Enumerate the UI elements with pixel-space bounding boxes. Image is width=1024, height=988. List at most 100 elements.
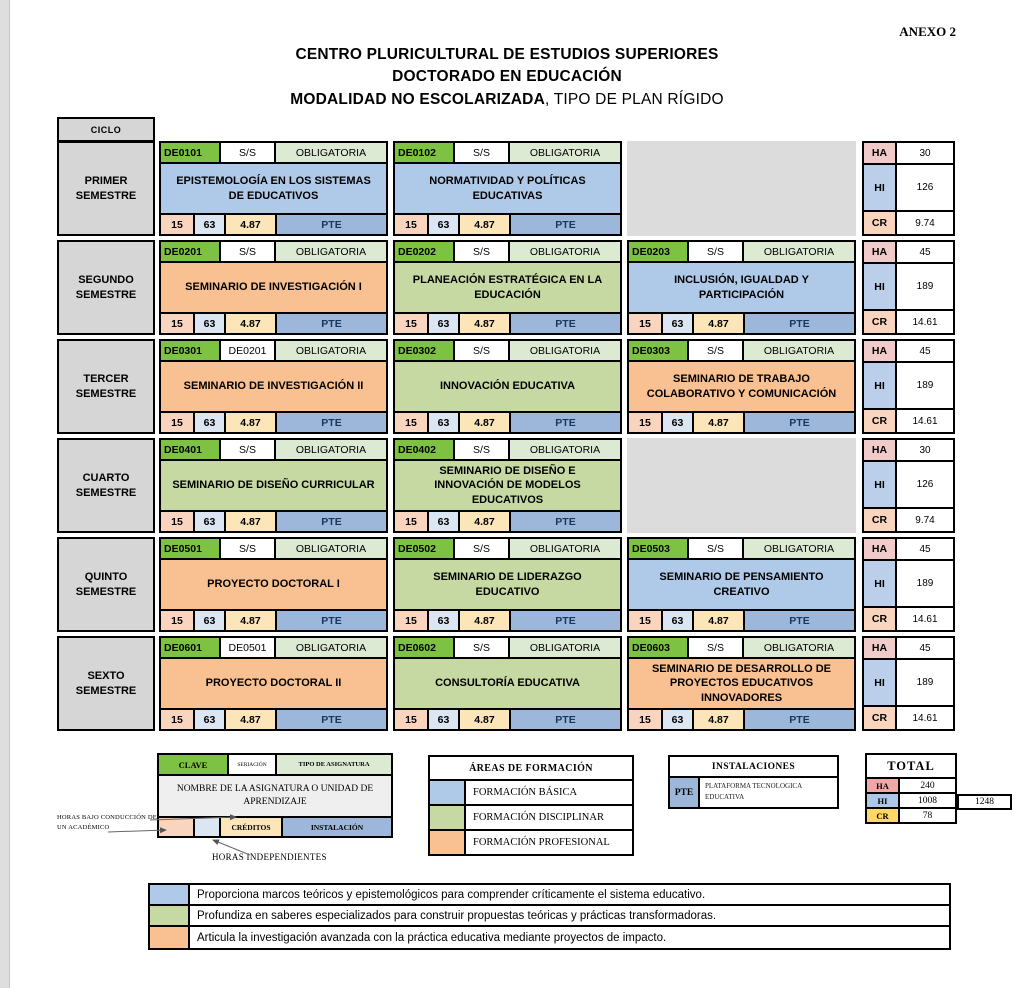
course-clave: DE0203: [629, 242, 689, 261]
course-name: SEMINARIO DE DISEÑO E INNOVACIÓN DE MODE…: [395, 461, 620, 510]
description-row: Profundiza en saberes especializados par…: [150, 906, 949, 927]
empty-course-slot: [627, 438, 856, 533]
stats-ha-value: 45: [897, 242, 953, 264]
course-card-header: DE0502 S/S OBLIGATORIA: [395, 539, 620, 560]
semester-row: CUARTO SEMESTRE DE0401 S/S OBLIGATORIA S…: [57, 438, 957, 533]
course-name: INCLUSIÓN, IGUALDAD Y PARTICIPACIÓN: [629, 263, 854, 312]
course-name: CONSULTORÍA EDUCATIVA: [395, 659, 620, 708]
course-hi: 63: [195, 314, 226, 333]
course-instalacion: PTE: [745, 710, 854, 729]
course-card-footer: 15 63 4.87 PTE: [629, 312, 854, 333]
annex-label: ANEXO 2: [899, 24, 956, 39]
legend-card-header: CLAVE SERIACIÓN TIPO DE ASIGNATURA: [159, 755, 391, 776]
course-name: NORMATIVIDAD Y POLÍTICAS EDUCATIVAS: [395, 164, 620, 213]
legend-tipo-cell: TIPO DE ASIGNATURA: [277, 755, 391, 774]
course-instalacion: PTE: [277, 314, 386, 333]
annotation-horas-independientes: HORAS INDEPENDIENTES: [212, 852, 327, 862]
course-card-footer: 15 63 4.87 PTE: [629, 411, 854, 432]
area-row: FORMACIÓN BÁSICA: [430, 781, 632, 806]
stats-hi-label: HI: [864, 660, 897, 707]
course-instalacion: PTE: [511, 512, 620, 531]
instalaciones-box: INSTALACIONES PTE PLATAFORMA TECNOLOGICA…: [668, 755, 839, 809]
course-card-header: DE0601 DE0501 OBLIGATORIA: [161, 638, 386, 659]
stats-ha-label: HA: [864, 341, 897, 363]
course-tipo: OBLIGATORIA: [276, 242, 386, 261]
course-tipo: OBLIGATORIA: [744, 539, 854, 558]
modality-bold: MODALIDAD NO ESCOLARIZADA: [290, 90, 545, 108]
legend-horas-conduccion-cell: [159, 818, 195, 836]
legend-horas-independientes-cell: [195, 818, 221, 836]
course-hi: 63: [195, 611, 226, 630]
course-ha: 15: [161, 215, 195, 234]
course-card-footer: 15 63 4.87 PTE: [395, 510, 620, 531]
course-card: DE0203 S/S OBLIGATORIA INCLUSIÓN, IGUALD…: [627, 240, 856, 335]
course-card-header: DE0402 S/S OBLIGATORIA: [395, 440, 620, 461]
course-card-footer: 15 63 4.87 PTE: [395, 312, 620, 333]
semester-stats: HA 45 HI 189 CR 14.61: [862, 537, 955, 632]
course-card: DE0503 S/S OBLIGATORIA SEMINARIO DE PENS…: [627, 537, 856, 632]
stats-ha-value: 30: [897, 143, 953, 165]
area-label: FORMACIÓN BÁSICA: [473, 787, 578, 798]
stats-ha-value: 30: [897, 440, 953, 462]
course-card-footer: 15 63 4.87 PTE: [395, 609, 620, 630]
course-card-footer: 15 63 4.87 PTE: [161, 411, 386, 432]
course-card-footer: 15 63 4.87 PTE: [161, 510, 386, 531]
course-clave: DE0502: [395, 539, 455, 558]
course-card: DE0303 S/S OBLIGATORIA SEMINARIO DE TRAB…: [627, 339, 856, 434]
annotation-horas-conduccion: HORAS BAJO CONDUCCIÓN DE UN ACADÉMICO: [57, 814, 157, 832]
course-clave: DE0401: [161, 440, 221, 459]
course-slots: DE0601 DE0501 OBLIGATORIA PROYECTO DOCTO…: [159, 636, 856, 731]
course-slots: DE0101 S/S OBLIGATORIA EPISTEMOLOGÍA EN …: [159, 141, 856, 236]
semester-stats: HA 30 HI 126 CR 9.74: [862, 141, 955, 236]
course-slots: DE0501 S/S OBLIGATORIA PROYECTO DOCTORAL…: [159, 537, 856, 632]
areas-de-formacion-box: ÁREAS DE FORMACIÓN FORMACIÓN BÁSICA FORM…: [428, 755, 634, 856]
course-ha: 15: [161, 611, 195, 630]
course-card-header: DE0203 S/S OBLIGATORIA: [629, 242, 854, 263]
course-hi: 63: [429, 215, 460, 234]
course-ha: 15: [161, 512, 195, 531]
course-card-header: DE0301 DE0201 OBLIGATORIA: [161, 341, 386, 362]
stats-hi-label: HI: [864, 165, 897, 212]
legend-creditos-cell: CRÉDITOS: [221, 818, 283, 836]
description-row: Articula la investigación avanzada con l…: [150, 927, 949, 948]
course-seriacion: S/S: [455, 440, 510, 459]
semester-stats: HA 45 HI 189 CR 14.61: [862, 636, 955, 731]
course-ha: 15: [395, 215, 429, 234]
semester-row: SEXTO SEMESTRE DE0601 DE0501 OBLIGATORIA…: [57, 636, 957, 731]
stats-ha-label: HA: [864, 242, 897, 264]
course-clave: DE0102: [395, 143, 455, 162]
total-row: CR 78: [867, 809, 955, 822]
description-text: Profundiza en saberes especializados par…: [197, 909, 717, 922]
course-hi: 63: [429, 710, 460, 729]
course-creditos: 4.87: [460, 314, 511, 333]
stats-ha-label: HA: [864, 539, 897, 561]
total-row-value: 78: [922, 810, 933, 821]
total-row-value: 240: [920, 780, 935, 791]
stats-hi-label: HI: [864, 462, 897, 509]
areas-rows: FORMACIÓN BÁSICA FORMACIÓN DISCIPLINAR F…: [430, 781, 632, 854]
course-instalacion: PTE: [511, 413, 620, 432]
course-tipo: OBLIGATORIA: [276, 539, 386, 558]
area-swatch: [430, 781, 466, 804]
course-card-header: DE0101 S/S OBLIGATORIA: [161, 143, 386, 164]
course-card-header: DE0202 S/S OBLIGATORIA: [395, 242, 620, 263]
course-clave: DE0301: [161, 341, 221, 360]
course-card-footer: 15 63 4.87 PTE: [629, 609, 854, 630]
stats-cr-label: CR: [864, 608, 897, 630]
area-swatch: [430, 806, 466, 829]
course-clave: DE0503: [629, 539, 689, 558]
stats-hi-value: 126: [897, 462, 953, 509]
course-card-footer: 15 63 4.87 PTE: [395, 708, 620, 729]
course-creditos: 4.87: [226, 710, 277, 729]
areas-title: ÁREAS DE FORMACIÓN: [430, 757, 632, 781]
legend-card-footer: CRÉDITOS INSTALACIÓN: [159, 816, 391, 836]
course-ha: 15: [629, 314, 663, 333]
course-clave: DE0101: [161, 143, 221, 162]
instalaciones-label: PLATAFORMA TECNOLOGICA EDUCATIVA: [705, 782, 802, 801]
ciclo-header: CICLO: [57, 117, 155, 142]
course-card-footer: 15 63 4.87 PTE: [395, 213, 620, 234]
course-name: PROYECTO DOCTORAL II: [161, 659, 386, 708]
description-row: Proporciona marcos teóricos y epistemoló…: [150, 885, 949, 906]
area-label: FORMACIÓN DISCIPLINAR: [473, 812, 604, 823]
